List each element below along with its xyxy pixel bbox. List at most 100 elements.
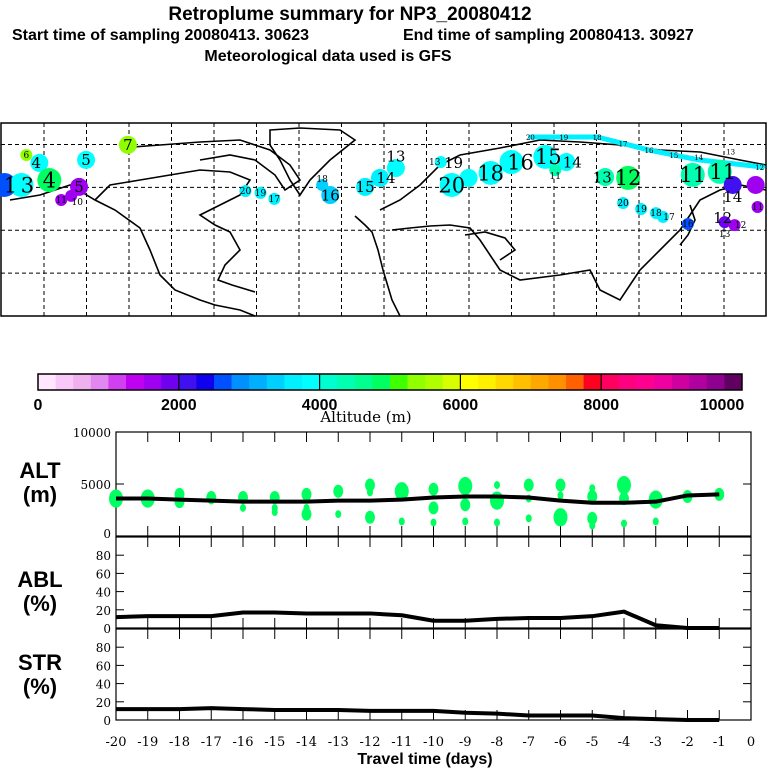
marker-dot — [746, 175, 765, 194]
marker-label: 1 — [4, 173, 17, 197]
track-label: 18 — [593, 134, 602, 142]
marker-label: 11 — [709, 160, 736, 184]
altitude-scatter-point — [525, 514, 532, 523]
marker-label: 16 — [321, 186, 340, 204]
x-tick-label: -12 — [360, 735, 381, 750]
altitude-scatter-point — [555, 478, 566, 492]
marker-label: 13 — [719, 230, 731, 240]
map-marker — [356, 177, 375, 196]
colorbar-tick-label: 10000 — [700, 397, 745, 414]
altitude-scatter-point — [589, 521, 596, 530]
marker-label: 18 — [316, 175, 328, 185]
marker-label: 14 — [723, 188, 742, 206]
x-tick-label: -18 — [169, 735, 190, 750]
marker-dot — [439, 172, 464, 197]
map-marker — [718, 216, 731, 229]
marker-label: 19 — [635, 205, 647, 215]
colorbar-tick-label: 4000 — [302, 397, 338, 414]
map-marker — [9, 172, 34, 197]
altitude-scatter-point — [652, 517, 659, 526]
x-tick-label: -4 — [618, 735, 631, 750]
marker-label: 17 — [663, 213, 675, 223]
colorbar-cell — [636, 374, 655, 390]
y-tick-label: 20 — [96, 696, 111, 710]
marker-label: 13 — [429, 158, 441, 168]
altitude-scatter-point — [398, 517, 405, 526]
colorbar-cell — [460, 374, 479, 390]
y-tick-label: 0 — [103, 714, 111, 728]
colorbar-cell — [55, 374, 74, 390]
marker-label: 17 — [269, 195, 281, 205]
marker-dot — [370, 168, 389, 187]
marker-label: 11 — [55, 196, 66, 206]
colorbar-cell — [73, 374, 92, 390]
marker-label: 13 — [386, 147, 405, 165]
colorbar-cell — [425, 374, 444, 390]
colorbar-cell — [284, 374, 303, 390]
marker-label: 11 — [550, 172, 561, 182]
y-tick-label: 80 — [96, 549, 111, 563]
panel-label: ALT — [19, 458, 61, 483]
y-tick-label: 40 — [96, 586, 111, 600]
marker-label: 18 — [650, 209, 662, 219]
marker-dot — [434, 156, 447, 169]
marker-label: 10 — [71, 198, 83, 208]
colorbar-cell — [196, 374, 215, 390]
altitude-scatter-point — [553, 508, 568, 527]
colorbar-tick-labels: 0 2000 4000 6000 8000 10000 — [34, 374, 745, 414]
x-tick-label: -15 — [264, 735, 285, 750]
altitude-scatter-point — [523, 478, 534, 492]
map-marker — [657, 210, 670, 223]
x-tick-label: -1 — [713, 735, 726, 750]
colorbar-tick-label: 2000 — [161, 397, 197, 414]
marker-dot — [321, 186, 340, 205]
map-marker — [65, 189, 78, 202]
y-tick-label: 60 — [96, 567, 111, 581]
track-label: 13 — [726, 148, 735, 156]
marker-dot — [549, 163, 562, 176]
map-marker — [77, 150, 96, 169]
colorbar-cell — [214, 374, 232, 390]
marker-dot — [9, 172, 34, 197]
colorbar-label: Altitude (m) — [319, 408, 411, 426]
y-tick-label: 5000 — [80, 478, 111, 492]
x-tick-label: -7 — [522, 735, 535, 750]
marker-label: 12 — [713, 209, 732, 227]
marker-dot — [718, 216, 731, 229]
altitude-scatter-point — [462, 517, 469, 526]
map-marker — [386, 159, 405, 178]
y-tick-label: 60 — [96, 659, 111, 673]
panel-str: STR(%) 0 20 40 60 80 — [18, 628, 752, 728]
altitude-scatter-point — [428, 501, 439, 515]
altitude-scatter-point — [648, 490, 663, 509]
x-tick-label: -20 — [106, 735, 127, 750]
map-marker — [254, 186, 267, 199]
track-label: 15 — [669, 152, 678, 160]
altitude-scatter-point — [589, 484, 596, 493]
marker-dot — [268, 192, 281, 205]
colorbar-tick-label: 6000 — [443, 397, 479, 414]
marker-label: 16 — [682, 220, 694, 230]
colorbar-cell — [495, 374, 514, 390]
x-tick-label: -10 — [423, 735, 444, 750]
map-marker — [728, 219, 741, 232]
marker-label: 20 — [617, 199, 629, 209]
marker-label: 4 — [32, 154, 42, 172]
map-marker — [557, 153, 576, 172]
coastlines — [9, 127, 767, 317]
marker-label: 15 — [356, 178, 375, 196]
marker-dot — [30, 153, 49, 172]
marker-dot — [239, 184, 252, 197]
marker-label: 19 — [444, 154, 463, 172]
panel-unit: (%) — [23, 591, 57, 616]
y-tick-label: 10000 — [73, 426, 111, 440]
sampling-end: End time of sampling 20080413. 30927 — [403, 27, 694, 44]
map-marker — [30, 153, 49, 172]
altitude-scatter-point — [394, 482, 409, 501]
colorbar-cell — [724, 374, 743, 390]
x-tick-label: -17 — [201, 735, 222, 750]
x-tick-label: -16 — [233, 735, 254, 750]
map-marker — [746, 175, 765, 194]
